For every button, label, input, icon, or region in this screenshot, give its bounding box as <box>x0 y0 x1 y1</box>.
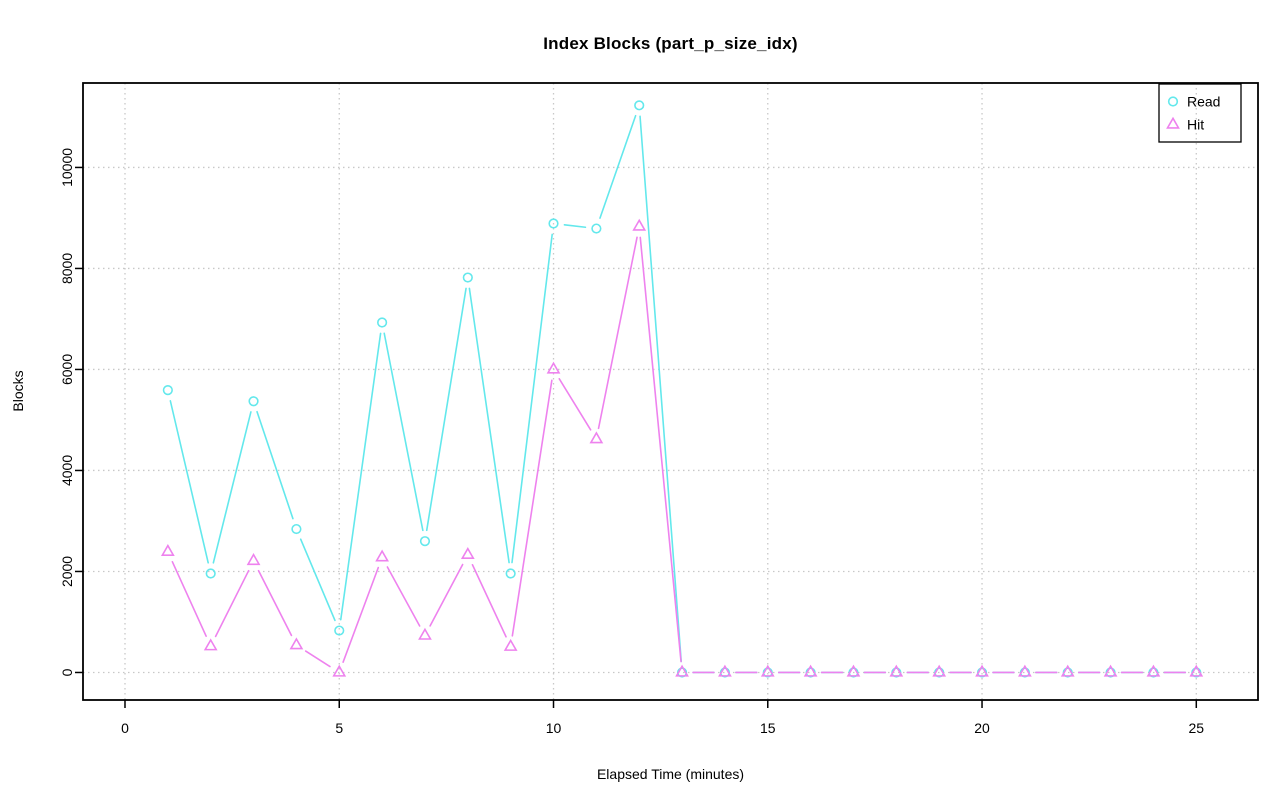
hit-marker-18 <box>889 664 904 677</box>
hit-marker-17 <box>846 664 861 677</box>
hit-marker-11 <box>589 431 604 444</box>
y-tick-label-2000: 2000 <box>59 556 75 587</box>
series-read-segment-9 <box>563 223 587 229</box>
read-marker-5 <box>334 625 345 636</box>
hit-marker-15 <box>760 664 775 677</box>
series-hit-segment-11 <box>639 236 682 663</box>
series-read-segment-6 <box>425 287 467 532</box>
legend-label-read: Read <box>1187 94 1220 110</box>
read-marker-2 <box>205 568 216 579</box>
y-tick-label-10000: 10000 <box>59 148 75 187</box>
series-hit-segment-10 <box>597 236 638 430</box>
hit-marker-25 <box>1189 664 1204 677</box>
hit-marker-14 <box>718 664 732 677</box>
series-read-segment-7 <box>468 287 510 564</box>
read-marker-3 <box>248 396 259 407</box>
series-hit-segment-5 <box>386 566 421 627</box>
hit-marker-12 <box>632 218 647 231</box>
legend-hit-marker-icon <box>1166 116 1180 129</box>
series-hit-segment-1 <box>214 569 250 638</box>
hit-marker-9 <box>503 638 518 651</box>
hit-marker-21 <box>1018 664 1032 677</box>
hit-marker-13 <box>675 664 689 677</box>
series-hit-segment-2 <box>257 569 293 637</box>
read-marker-12 <box>634 100 645 111</box>
read-marker-7 <box>419 536 431 547</box>
y-tick-label-6000: 6000 <box>59 354 75 385</box>
series-read-segment-10 <box>599 114 637 219</box>
read-marker-4 <box>291 523 302 535</box>
y-tick-label-8000: 8000 <box>59 253 75 284</box>
hit-marker-1 <box>160 543 175 556</box>
x-tick-label-25: 25 <box>1189 720 1205 736</box>
x-tick-label-10: 10 <box>546 720 562 736</box>
series-read-segment-4 <box>339 332 382 621</box>
hit-marker-20 <box>975 664 989 677</box>
x-tick-label-15: 15 <box>760 720 776 736</box>
x-tick-label-5: 5 <box>335 720 343 736</box>
legend-read-marker-icon <box>1167 96 1179 107</box>
y-tick-label-0: 0 <box>59 668 75 676</box>
series-hit-segment-4 <box>342 566 380 663</box>
read-marker-6 <box>377 317 388 328</box>
hit-marker-16 <box>803 664 818 677</box>
hit-marker-8 <box>460 546 475 560</box>
hit-marker-23 <box>1103 664 1118 677</box>
series-hit-segment-8 <box>511 379 553 637</box>
hit-marker-24 <box>1146 664 1161 677</box>
read-marker-8 <box>462 272 473 283</box>
series-read-segment-8 <box>511 233 553 564</box>
series-read-segment-2 <box>256 410 294 520</box>
y-tick-label-4000: 4000 <box>59 455 75 486</box>
x-axis-title: Elapsed Time (minutes) <box>596 766 745 782</box>
plot-box <box>82 82 1259 701</box>
series-hit-segment-9 <box>558 378 592 431</box>
hit-marker-19 <box>932 664 947 677</box>
read-marker-11 <box>591 223 602 234</box>
read-marker-1 <box>162 385 173 396</box>
series-read-segment-0 <box>169 400 209 564</box>
legend-box <box>1158 83 1242 143</box>
legend-label-hit: Hit <box>1187 117 1204 133</box>
hit-marker-4 <box>289 637 304 650</box>
hit-marker-10 <box>546 361 561 374</box>
series-hit-segment-7 <box>471 563 507 638</box>
series-hit-segment-3 <box>304 650 331 668</box>
read-marker-10 <box>548 218 559 229</box>
series-hit-segment-0 <box>171 560 207 637</box>
x-tick-label-0: 0 <box>121 720 129 736</box>
series-read-segment-11 <box>639 115 683 663</box>
hit-marker-22 <box>1060 664 1075 677</box>
chart-title: Index Blocks (part_p_size_idx) <box>543 34 798 53</box>
hit-marker-2 <box>203 638 218 651</box>
read-marker-9 <box>505 568 516 579</box>
x-tick-label-20: 20 <box>974 720 990 736</box>
hit-marker-5 <box>332 664 347 677</box>
hit-marker-3 <box>246 553 261 566</box>
series-read-segment-3 <box>299 538 336 622</box>
series-read-segment-5 <box>383 332 424 532</box>
hit-marker-7 <box>418 627 432 640</box>
series-read-segment-1 <box>212 411 252 564</box>
hit-marker-6 <box>375 549 389 562</box>
series-hit-segment-6 <box>429 563 464 627</box>
